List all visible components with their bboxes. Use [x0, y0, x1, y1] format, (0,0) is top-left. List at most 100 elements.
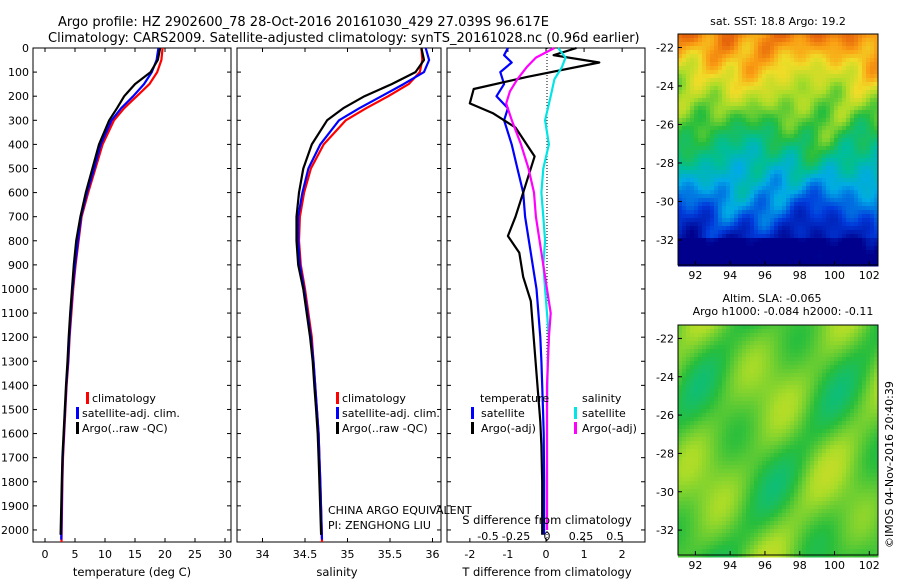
sst-cell [758, 50, 763, 55]
sst-cell [702, 194, 707, 199]
sla-cell [786, 401, 791, 406]
sla-cell [766, 361, 771, 366]
sla-cell [770, 397, 775, 402]
sst-cell [714, 154, 719, 159]
sla-cell [830, 417, 835, 422]
sst-cell [862, 38, 867, 43]
sst-cell [722, 134, 727, 139]
sst-cell [738, 86, 743, 91]
sla-cell [722, 325, 727, 330]
sla-cell [786, 453, 791, 458]
sst-cell [786, 126, 791, 131]
sla-cell [862, 381, 867, 386]
sla-cell [718, 341, 723, 346]
sst-cell [834, 98, 839, 103]
sla-cell [766, 417, 771, 422]
sst-cell [818, 66, 823, 71]
sst-cell [826, 246, 831, 251]
sst-cell [862, 214, 867, 219]
sst-cell [834, 218, 839, 223]
sst-cell [822, 186, 827, 191]
sst-heatmap [678, 34, 879, 267]
sst-cell [738, 190, 743, 195]
sst-cell [738, 198, 743, 203]
sst-cell [742, 206, 747, 211]
sst-cell [782, 166, 787, 171]
sst-cell [698, 142, 703, 147]
sst-cell [870, 98, 875, 103]
sst-cell [706, 66, 711, 71]
sla-cell [714, 433, 719, 438]
sla-cell [718, 401, 723, 406]
sst-cell [778, 190, 783, 195]
sla-cell [806, 453, 811, 458]
sst-cell [734, 198, 739, 203]
sla-cell [846, 461, 851, 466]
map-y-tick-label: -24 [656, 80, 674, 93]
sst-cell [730, 90, 735, 95]
sst-cell [814, 222, 819, 227]
sst-cell [786, 50, 791, 55]
sla-cell [818, 409, 823, 414]
sla-cell [794, 361, 799, 366]
sst-cell [774, 226, 779, 231]
sst-cell [690, 106, 695, 111]
sst-cell [866, 38, 871, 43]
sla-cell [682, 325, 687, 330]
sst-cell [734, 58, 739, 63]
sst-cell [782, 110, 787, 115]
difference-profiles [468, 46, 601, 535]
sla-cell [858, 365, 863, 370]
sst-cell [798, 150, 803, 155]
sst-cell [826, 242, 831, 247]
sst-cell [822, 226, 827, 231]
sst-cell [854, 94, 859, 99]
sst-cell [814, 98, 819, 103]
sla-cell [814, 325, 819, 330]
sst-cell [786, 170, 791, 175]
sla-cell [778, 357, 783, 362]
sst-cell [686, 170, 691, 175]
sst-cell [726, 114, 731, 119]
sst-cell [746, 214, 751, 219]
sst-cell [746, 34, 751, 39]
sla-cell [854, 341, 859, 346]
sla-cell [738, 421, 743, 426]
sla-cell [714, 365, 719, 370]
sla-cell [730, 349, 735, 354]
sst-cell [866, 98, 871, 103]
sst-cell [750, 154, 755, 159]
sst-cell [766, 126, 771, 131]
sla-cell [798, 457, 803, 462]
sst-cell [698, 170, 703, 175]
sst-cell [814, 258, 819, 263]
sst-cell [754, 254, 759, 259]
sst-cell [786, 94, 791, 99]
sst-cell [870, 118, 875, 123]
sst-cell [794, 90, 799, 95]
sla-cell [846, 349, 851, 354]
sst-cell [750, 262, 755, 267]
sst-cell [774, 82, 779, 87]
sst-cell [726, 254, 731, 259]
sst-cell [710, 154, 715, 159]
sla-cell [738, 353, 743, 358]
sst-cell [862, 222, 867, 227]
sla-cell [858, 349, 863, 354]
sst-cell [774, 34, 779, 39]
sla-cell [866, 465, 871, 470]
sst-cell [794, 202, 799, 207]
sst-cell [710, 186, 715, 191]
sla-cell [826, 413, 831, 418]
sst-cell [710, 106, 715, 111]
sla-cell [870, 373, 875, 378]
sst-cell [830, 138, 835, 143]
sst-cell [686, 38, 691, 43]
sst-cell [778, 106, 783, 111]
sst-cell [682, 34, 687, 39]
sla-cell [850, 329, 855, 334]
sst-cell [754, 198, 759, 203]
sst-cell [822, 110, 827, 115]
sla-cell [678, 389, 683, 394]
sst-cell [854, 214, 859, 219]
